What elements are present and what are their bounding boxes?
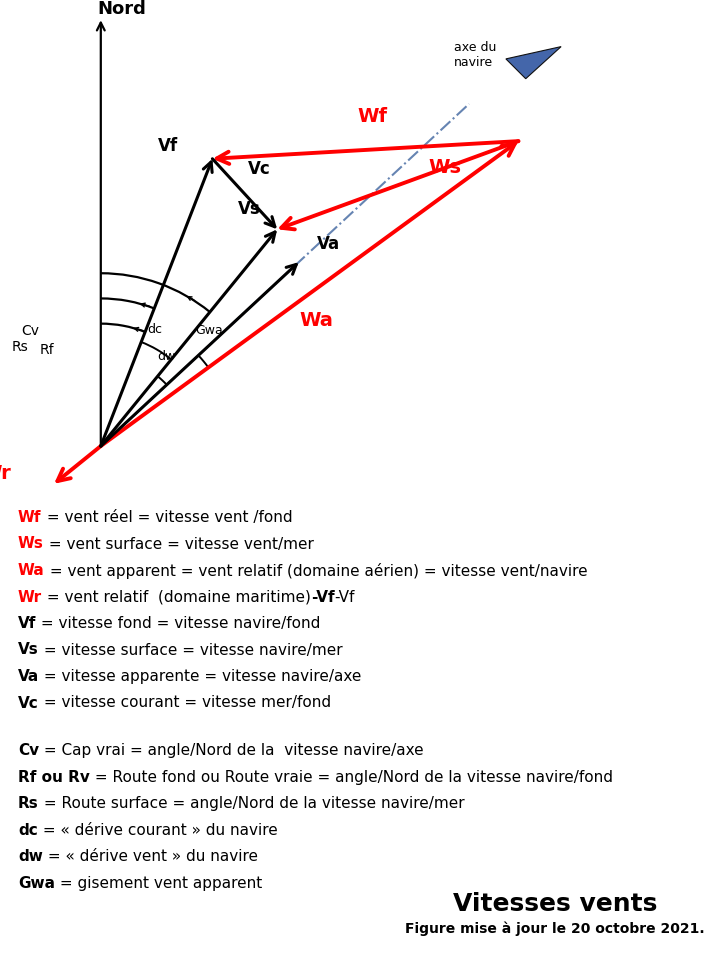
Text: = vent réel = vitesse vent /fond: = vent réel = vitesse vent /fond [42, 510, 292, 525]
Text: Va: Va [317, 235, 340, 253]
Text: Wr: Wr [0, 464, 11, 483]
Text: Ws: Ws [428, 157, 461, 177]
Text: = gisement vent apparent: = gisement vent apparent [55, 876, 262, 891]
Text: = Route surface = angle/Nord de la vitesse navire/mer: = Route surface = angle/Nord de la vites… [39, 796, 464, 811]
Text: Cv: Cv [22, 324, 40, 338]
Text: = Route fond ou Route vraie = angle/Nord de la vitesse navire/fond: = Route fond ou Route vraie = angle/Nord… [90, 770, 613, 784]
Text: Wr: Wr [18, 589, 42, 605]
Text: Gwa: Gwa [18, 876, 55, 891]
Text: Nord: Nord [97, 0, 146, 17]
Text: Rs: Rs [18, 796, 39, 811]
Text: Cv: Cv [18, 743, 39, 758]
Text: Vf: Vf [158, 137, 179, 156]
Text: dw: dw [18, 850, 43, 864]
Text: Vs: Vs [18, 642, 39, 658]
Text: dc: dc [18, 823, 37, 838]
Text: Vs: Vs [238, 201, 261, 218]
Text: = vitesse surface = vitesse navire/mer: = vitesse surface = vitesse navire/mer [39, 642, 343, 658]
Text: Vf: Vf [18, 616, 37, 631]
Text: Va: Va [18, 669, 40, 684]
Text: dc: dc [148, 323, 163, 336]
Text: = vent surface = vitesse vent/mer: = vent surface = vitesse vent/mer [44, 537, 314, 551]
Text: = vitesse courant = vitesse mer/fond: = vitesse courant = vitesse mer/fond [39, 695, 331, 710]
Text: Rf ou Rv: Rf ou Rv [18, 770, 90, 784]
Text: Wf: Wf [18, 510, 42, 525]
Text: = vent relatif  (domaine maritime): = vent relatif (domaine maritime) [42, 589, 311, 605]
Text: Vc: Vc [18, 695, 39, 710]
Text: Wf: Wf [358, 108, 387, 126]
Text: -Vf: -Vf [311, 589, 335, 605]
Text: Wa: Wa [300, 311, 334, 330]
Text: = vent apparent = vent relatif (domaine aérien) = vitesse vent/navire: = vent apparent = vent relatif (domaine … [45, 563, 588, 579]
Text: = Cap vrai = angle/Nord de la  vitesse navire/axe: = Cap vrai = angle/Nord de la vitesse na… [39, 743, 424, 758]
Text: = « dérive courant » du navire: = « dérive courant » du navire [37, 823, 277, 838]
Text: = vitesse apparente = vitesse navire/axe: = vitesse apparente = vitesse navire/axe [40, 669, 361, 684]
Text: = vitesse fond = vitesse navire/fond: = vitesse fond = vitesse navire/fond [37, 616, 320, 631]
Polygon shape [506, 47, 561, 79]
Text: -Vf: -Vf [335, 589, 355, 605]
Text: Ws: Ws [18, 537, 44, 551]
Text: dw: dw [158, 349, 176, 363]
Text: Gwa: Gwa [196, 324, 223, 338]
Text: Figure mise à jour le 20 octobre 2021.: Figure mise à jour le 20 octobre 2021. [405, 922, 705, 937]
Text: = « dérive vent » du navire: = « dérive vent » du navire [43, 850, 258, 864]
Text: Wa: Wa [18, 563, 45, 578]
Text: Vitesses vents: Vitesses vents [453, 892, 657, 916]
Text: Rf: Rf [40, 344, 54, 357]
Text: Rs: Rs [12, 340, 29, 354]
Text: Vc: Vc [248, 160, 271, 178]
Text: axe du
navire: axe du navire [454, 41, 496, 69]
